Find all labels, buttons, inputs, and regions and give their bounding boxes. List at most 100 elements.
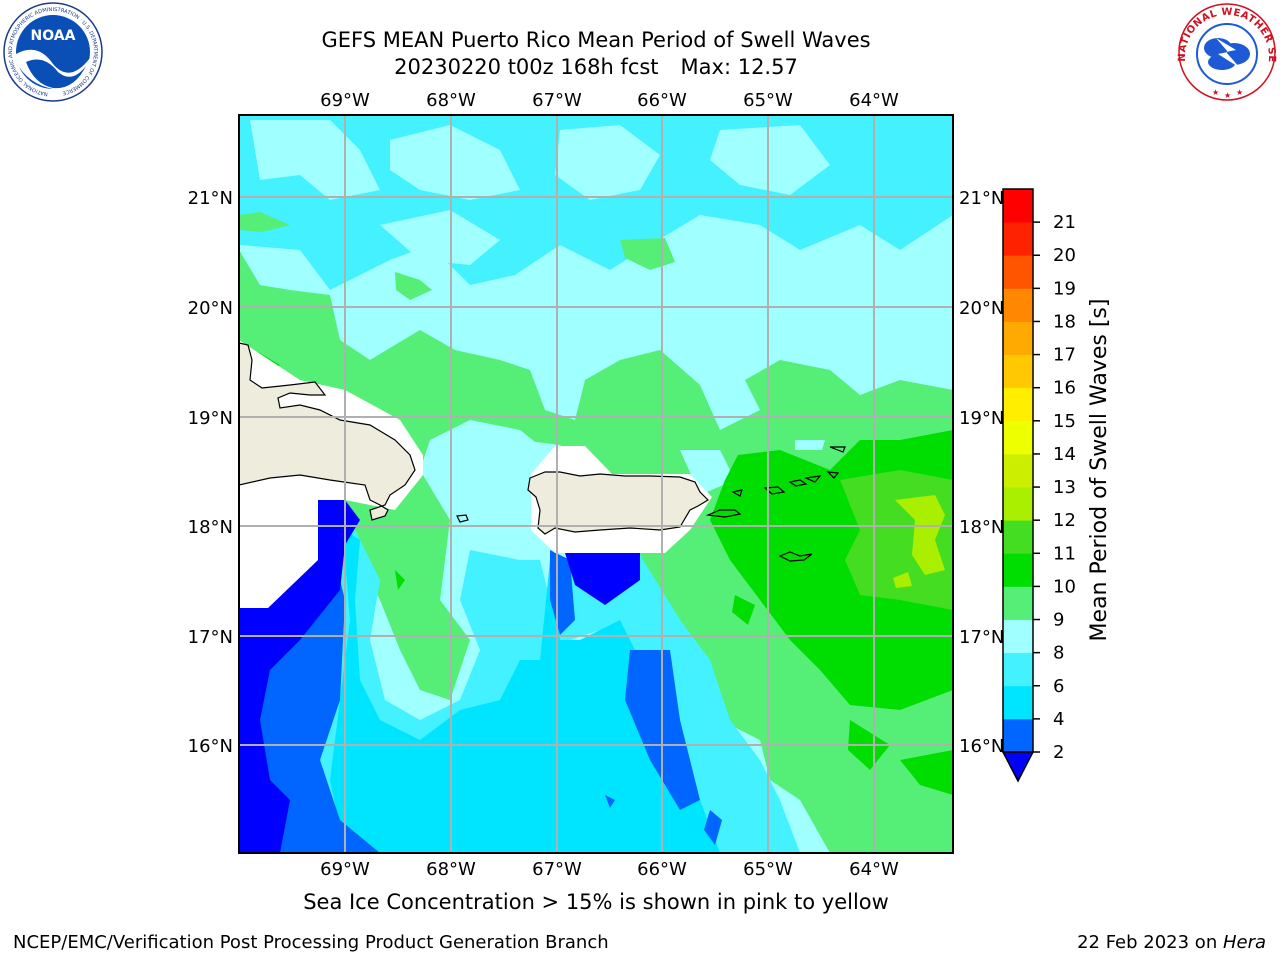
contour-9-10-patch [395, 272, 432, 300]
lat-label-left: 21°N [188, 188, 233, 209]
colorbar-tick-label: 13 [1053, 477, 1076, 498]
colorbar-tick-label: 6 [1053, 676, 1064, 697]
contour-2-4-patch [704, 810, 722, 845]
forecast-time: 20230220 t00z 168h fcst [394, 55, 659, 79]
nws-logo: NATIONAL WEATHER SERVICE ★ ★ ★ [1176, 2, 1277, 101]
colorbar-swatch [1003, 354, 1033, 389]
svg-text:★: ★ [1236, 88, 1243, 97]
colorbar-swatch [1003, 387, 1033, 422]
colorbar-frame [1002, 188, 1034, 753]
lat-label-left: 19°N [188, 408, 233, 429]
colorbar-swatch [1003, 553, 1033, 587]
contour-10-11-patch [732, 595, 755, 625]
colorbar-tick-label: 12 [1053, 510, 1076, 531]
lat-label-left: 20°N [188, 298, 233, 319]
island-tortola [803, 475, 822, 483]
lon-label-top: 64°W [849, 90, 899, 111]
lon-label-bottom: 69°W [320, 859, 370, 880]
land-puerto-rico [527, 471, 709, 535]
noaa-logo: NOAA NATIONAL OCEANIC AND ATMOSPHERIC AD… [3, 2, 103, 102]
contour-2-4-patch [605, 795, 615, 808]
colorbar-swatch [1003, 520, 1033, 554]
svg-text:★: ★ [1224, 91, 1231, 100]
lon-label-top: 67°W [532, 90, 582, 111]
lat-label-right: 19°N [959, 408, 1004, 429]
island-st-thomas [763, 486, 786, 495]
contour-9-10-patch [239, 212, 290, 232]
footer-host: Hera [1222, 932, 1266, 953]
island-st-john [788, 479, 808, 487]
contour-12-13-patch [893, 572, 912, 588]
colorbar-tick-label: 11 [1053, 543, 1076, 564]
lon-label-bottom: 68°W [426, 859, 476, 880]
lat-label-right: 21°N [959, 188, 1004, 209]
lon-label-top: 66°W [637, 90, 687, 111]
island-anegada [829, 446, 846, 453]
max-value: Max: 12.57 [680, 55, 798, 79]
colorbar-tick-label: 20 [1053, 245, 1076, 266]
lat-label-right: 20°N [959, 298, 1004, 319]
contour-8-9-patch [390, 125, 520, 200]
colorbar-tick-label: 9 [1053, 610, 1064, 631]
colorbar-swatch [1003, 255, 1033, 289]
contour-10-11-patch [395, 570, 405, 590]
map-area [239, 115, 953, 853]
svg-text:★: ★ [1212, 88, 1219, 97]
island-vieques [705, 509, 742, 518]
map-title: GEFS MEAN Puerto Rico Mean Period of Swe… [321, 28, 871, 52]
contour-4-6 [330, 520, 720, 853]
colorbar-swatch [1003, 718, 1033, 753]
contour-8-9-patch [710, 125, 830, 195]
colorbar-tick-label: 21 [1053, 212, 1076, 233]
colorbar-tick-label: 14 [1053, 444, 1076, 465]
contour-12-13 [895, 495, 945, 575]
lat-label-left: 18°N [188, 517, 233, 538]
contour-8-9-patch [795, 440, 825, 450]
colorbar-swatches [1003, 189, 1033, 753]
lat-label-right: 16°N [959, 736, 1004, 757]
lon-label-top: 68°W [426, 90, 476, 111]
colorbar-swatch [1003, 685, 1033, 720]
lat-label-right: 18°N [959, 517, 1004, 538]
lon-label-bottom: 65°W [743, 859, 793, 880]
island-virgin-gorda [826, 471, 840, 479]
contour-8-9-patch [680, 450, 735, 495]
colorbar-swatch [1003, 586, 1033, 620]
lon-label-bottom: 64°W [849, 859, 899, 880]
colorbar-ticks: 2 4 6 8 9 10 11 12 13 14 15 16 17 18 19 20 21 [1033, 212, 1076, 763]
colorbar-swatch [1003, 222, 1033, 256]
colorbar-tick-label: 10 [1053, 576, 1076, 597]
map-grid [239, 115, 953, 853]
lon-label-top: 69°W [320, 90, 370, 111]
footer-date: 22 Feb 2023 on Hera [1077, 932, 1266, 953]
colorbar-swatch [1003, 487, 1033, 521]
footer-date-text: 22 Feb 2023 on [1077, 932, 1223, 953]
contour-8-9-patch [555, 125, 660, 200]
colorbar-tick-label: 4 [1053, 709, 1064, 730]
colorbar-under-triangle [1001, 751, 1035, 783]
colorbar-tick-label: 8 [1053, 643, 1064, 664]
colorbar: 2 4 6 8 9 10 11 12 13 14 15 16 17 18 19 20 21 Mean Perio… [1001, 188, 1112, 783]
colorbar-swatch [1003, 652, 1033, 687]
lon-label-bottom: 66°W [637, 859, 687, 880]
lat-label-left: 17°N [188, 627, 233, 648]
island-st-croix [778, 551, 813, 562]
colorbar-tick-label: 2 [1053, 742, 1064, 763]
colorbar-swatch [1003, 453, 1033, 488]
contour-9-10 [239, 250, 953, 853]
colorbar-swatch [1003, 288, 1033, 322]
island-mona [456, 514, 469, 523]
colorbar-tick-label: 16 [1053, 378, 1076, 399]
sea-ice-caption: Sea Ice Concentration > 15% is shown in … [303, 890, 889, 914]
contour-below-2-west [239, 500, 360, 853]
island-culebra [731, 489, 743, 497]
contour-below-2-south-pr [565, 553, 640, 605]
colorbar-swatch [1003, 619, 1033, 654]
colorbar-swatch [1003, 321, 1033, 355]
lon-label-top: 65°W [743, 90, 793, 111]
colorbar-tick-label: 17 [1053, 345, 1076, 366]
noaa-logo-text: NOAA [31, 28, 76, 44]
lon-label-bottom: 67°W [532, 859, 582, 880]
colorbar-swatch [1003, 420, 1033, 455]
